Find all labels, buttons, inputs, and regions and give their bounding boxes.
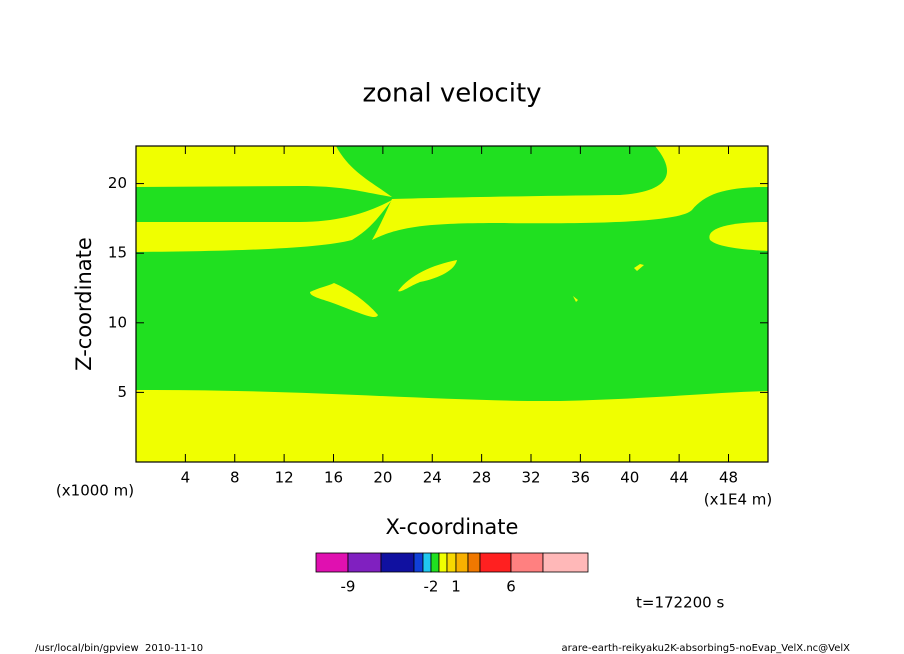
y-tick-label: 20 bbox=[108, 174, 127, 192]
colorbar-box bbox=[380, 552, 415, 573]
region bbox=[573, 296, 578, 302]
colorbar-box bbox=[446, 552, 457, 573]
contour-field bbox=[135, 145, 769, 463]
colorbar-box bbox=[438, 552, 448, 573]
chart-title: zonal velocity bbox=[362, 79, 541, 109]
colorbar-label: 6 bbox=[506, 578, 516, 596]
y-tick-label: 10 bbox=[108, 313, 127, 331]
x-tick-label: 8 bbox=[230, 469, 240, 487]
colorbar-label: -9 bbox=[341, 578, 356, 596]
colorbar-box bbox=[479, 552, 512, 573]
x-tick-label: 16 bbox=[324, 469, 343, 487]
region bbox=[310, 283, 378, 318]
y-tick-label: 5 bbox=[117, 383, 127, 401]
colorbar-label: -2 bbox=[424, 578, 439, 596]
x-tick-label: 48 bbox=[719, 469, 738, 487]
plot-frame bbox=[135, 145, 769, 463]
region bbox=[372, 146, 768, 240]
x-tick-label: 36 bbox=[571, 469, 590, 487]
colorbar-box bbox=[422, 552, 432, 573]
time-label: t=172200 s bbox=[636, 594, 724, 612]
x-unit: (x1E4 m) bbox=[704, 491, 773, 509]
x-tick-label: 40 bbox=[620, 469, 639, 487]
y-tick-label: 15 bbox=[108, 244, 127, 262]
colorbar-box bbox=[430, 552, 440, 573]
x-tick-label: 44 bbox=[670, 469, 689, 487]
colorbar-box bbox=[510, 552, 544, 573]
x-axis-title: X-coordinate bbox=[386, 515, 519, 539]
region bbox=[709, 222, 768, 251]
colorbar-box bbox=[467, 552, 481, 573]
region bbox=[136, 389, 768, 462]
x-tick-label: 24 bbox=[423, 469, 442, 487]
footer-right: arare-earth-reikyaku2K-absorbing5-noEvap… bbox=[562, 643, 851, 654]
x-tick-label: 4 bbox=[181, 469, 191, 487]
colorbar-box bbox=[347, 552, 382, 573]
colorbar-box bbox=[413, 552, 424, 573]
x-tick-label: 20 bbox=[373, 469, 392, 487]
colorbar-box bbox=[542, 552, 589, 573]
x-tick-label: 12 bbox=[275, 469, 294, 487]
region bbox=[136, 146, 392, 197]
x-tick-label: 28 bbox=[472, 469, 491, 487]
region bbox=[398, 260, 457, 292]
y-axis-title: Z-coordinate bbox=[72, 237, 96, 371]
y-unit: (x1000 m) bbox=[56, 482, 134, 500]
region bbox=[634, 264, 644, 271]
footer-left: /usr/local/bin/gpview 2010-11-10 bbox=[35, 643, 203, 654]
x-tick-label: 32 bbox=[521, 469, 540, 487]
region bbox=[136, 200, 392, 252]
colorbar-box bbox=[455, 552, 469, 573]
colorbar-label: 1 bbox=[451, 578, 461, 596]
colorbar-box bbox=[315, 552, 349, 573]
